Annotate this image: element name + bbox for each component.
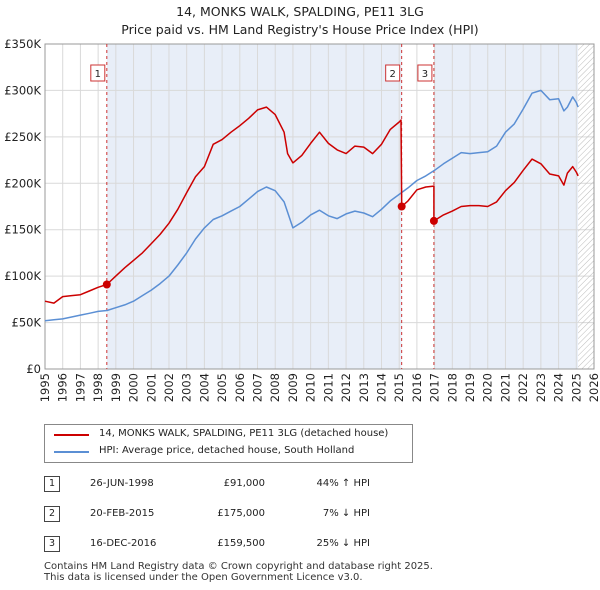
y-tick-label: £300K [4,83,41,97]
sale-date: 26-JUN-1998 [90,478,154,489]
x-tick-label: 1996 [56,373,70,402]
x-tick-label: 2003 [180,373,194,402]
x-tick-label: 2019 [463,373,477,402]
legend-swatch-hpi [54,451,89,453]
sale-number-label: 1 [95,69,101,80]
y-tick-label: £150K [4,223,41,237]
x-tick-label: 2020 [481,373,495,402]
legend-label-price-paid: 14, MONKS WALK, SPALDING, PE11 3LG (deta… [99,428,389,439]
x-tick-label: 2007 [251,373,265,402]
sale-hpi-diff: 25% ↓ HPI [316,538,370,549]
x-tick-label: 2017 [428,373,442,402]
x-tick-label: 2018 [445,373,459,402]
y-tick-label: £250K [4,130,41,144]
x-tick-label: 2001 [144,373,158,402]
chart-title: 14, MONKS WALK, SPALDING, PE11 3LG [176,4,424,19]
x-tick-label: 2008 [268,373,282,402]
sale-marker-badge: 1 [44,476,60,492]
sale-date: 16-DEC-2016 [90,538,157,549]
x-tick-label: 2023 [534,373,548,402]
sale-number-box [417,64,433,82]
x-tick-label: 1995 [38,373,52,402]
forecast-hatch [578,44,594,369]
footer-copyright: Contains HM Land Registry data © Crown c… [44,561,433,572]
x-tick-label: 2015 [392,373,406,402]
x-tick-label: 2004 [197,373,211,402]
sale-marker-badge: 2 [44,506,60,522]
x-tick-label: 2025 [569,373,583,402]
sale-point [102,280,111,289]
sale-number-box [385,64,401,82]
y-tick-label: £350K [4,37,41,51]
sale-number-box [90,64,106,82]
sale-price: £159,500 [217,538,265,549]
x-tick-label: 2010 [304,373,318,402]
y-tick-label: £0 [26,362,41,376]
footer-licence: This data is licensed under the Open Gov… [44,572,363,583]
y-tick-label: £50K [12,316,42,330]
x-tick-label: 2022 [516,373,530,402]
x-tick-label: 2021 [498,373,512,402]
y-tick-label: £100K [4,269,41,283]
legend-label-hpi: HPI: Average price, detached house, Sout… [99,445,355,456]
x-tick-label: 2009 [286,373,300,402]
x-tick-label: 2013 [357,373,371,402]
sale-point [429,216,438,225]
y-tick-label: £200K [4,176,41,190]
series-line-price-paid [44,106,579,304]
x-tick-label: 1999 [109,373,123,402]
legend-swatch-price-paid [54,434,89,436]
sale-period-shade [433,44,579,369]
chart-legend: 14, MONKS WALK, SPALDING, PE11 3LG (deta… [44,424,413,463]
x-tick-label: 2005 [215,373,229,402]
table-row: 3 16-DEC-2016 £159,500 25% ↓ HPI [0,534,600,554]
table-row: 1 26-JUN-1998 £91,000 44% ↑ HPI [0,474,600,494]
table-row: 2 20-FEB-2015 £175,000 7% ↓ HPI [0,504,600,524]
sale-marker-badge: 3 [44,536,60,552]
sale-number-label: 3 [422,69,428,80]
sale-hpi-diff: 44% ↑ HPI [316,478,370,489]
sale-hpi-diff: 7% ↓ HPI [322,508,370,519]
price-chart: £0 £50K £100K £150K £200K £250K £300K £350K 1995… [4,37,600,402]
series-line-hpi [44,89,579,322]
sale-period-shade [106,44,402,369]
x-tick-label: 2014 [374,373,388,402]
x-tick-label: 2012 [339,373,353,402]
x-tick-label: 1997 [73,373,87,402]
sale-point [397,202,406,211]
x-tick-label: 2016 [410,373,424,402]
x-tick-label: 2011 [321,373,335,402]
x-tick-label: 2024 [552,373,566,402]
sale-price: £91,000 [223,478,265,489]
footer-attribution: Contains HM Land Registry data © Crown c… [44,561,433,583]
x-tick-label: 2002 [162,373,176,402]
sale-date: 20-FEB-2015 [90,508,155,519]
plot-frame [44,43,595,370]
x-tick-label: 2006 [233,373,247,402]
sale-price: £175,000 [217,508,265,519]
x-tick-label: 2026 [587,373,600,402]
chart-subtitle: Price paid vs. HM Land Registry's House … [121,22,479,37]
x-tick-label: 1998 [91,373,105,402]
sale-number-label: 2 [389,69,395,80]
x-tick-label: 2000 [127,373,141,402]
